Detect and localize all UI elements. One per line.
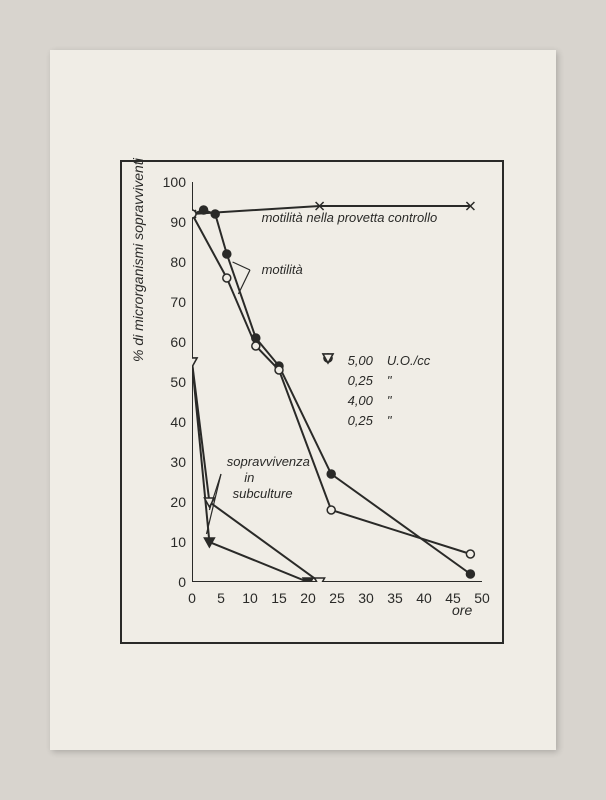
x-tick: 50 — [474, 590, 490, 606]
legend-item: 0,25 " — [320, 370, 431, 390]
legend-label: 0,25 — [348, 413, 373, 428]
annotation: subculture — [233, 486, 293, 501]
y-tick: 90 — [156, 214, 186, 230]
y-tick: 100 — [156, 174, 186, 190]
annotation: motilità nella provetta controllo — [262, 210, 438, 225]
legend-unit: U.O./cc — [387, 353, 430, 368]
y-axis-label: % di microrganismi sopravviventi — [130, 158, 146, 362]
legend-item: 5,00 U.O./cc — [320, 350, 431, 370]
annotation: in — [244, 470, 254, 485]
y-tick: 30 — [156, 454, 186, 470]
y-tick: 40 — [156, 414, 186, 430]
x-tick: 30 — [358, 590, 374, 606]
y-tick: 70 — [156, 294, 186, 310]
photo-frame: % di microrganismi sopravviventi 0 10 20 30… — [50, 50, 556, 750]
y-tick: 10 — [156, 534, 186, 550]
x-tick: 40 — [416, 590, 432, 606]
y-tick: 0 — [156, 574, 186, 590]
chart-box: % di microrganismi sopravviventi 0 10 20 30… — [120, 160, 504, 644]
legend-unit: " — [387, 393, 392, 408]
x-tick: 35 — [387, 590, 403, 606]
x-tick: 25 — [329, 590, 345, 606]
legend-item: 0,25 " — [320, 410, 431, 430]
legend: 5,00 U.O./cc 0,25 " 4,00 " 0,25 " — [320, 350, 431, 430]
x-tick: 20 — [300, 590, 316, 606]
y-tick: 50 — [156, 374, 186, 390]
legend-unit: " — [387, 413, 392, 428]
x-tick: 10 — [242, 590, 258, 606]
x-tick: 15 — [271, 590, 287, 606]
x-tick: 0 — [188, 590, 196, 606]
legend-label: 4,00 — [348, 393, 373, 408]
y-tick: 20 — [156, 494, 186, 510]
legend-unit: " — [387, 373, 392, 388]
legend-label: 5,00 — [348, 353, 373, 368]
y-tick: 80 — [156, 254, 186, 270]
x-tick: 5 — [217, 590, 225, 606]
y-tick: 60 — [156, 334, 186, 350]
legend-item: 4,00 " — [320, 390, 431, 410]
annotation: motilità — [262, 262, 303, 277]
x-axis-label: ore — [452, 602, 472, 618]
legend-label: 0,25 — [348, 373, 373, 388]
annotation: sopravvivenza — [227, 454, 310, 469]
